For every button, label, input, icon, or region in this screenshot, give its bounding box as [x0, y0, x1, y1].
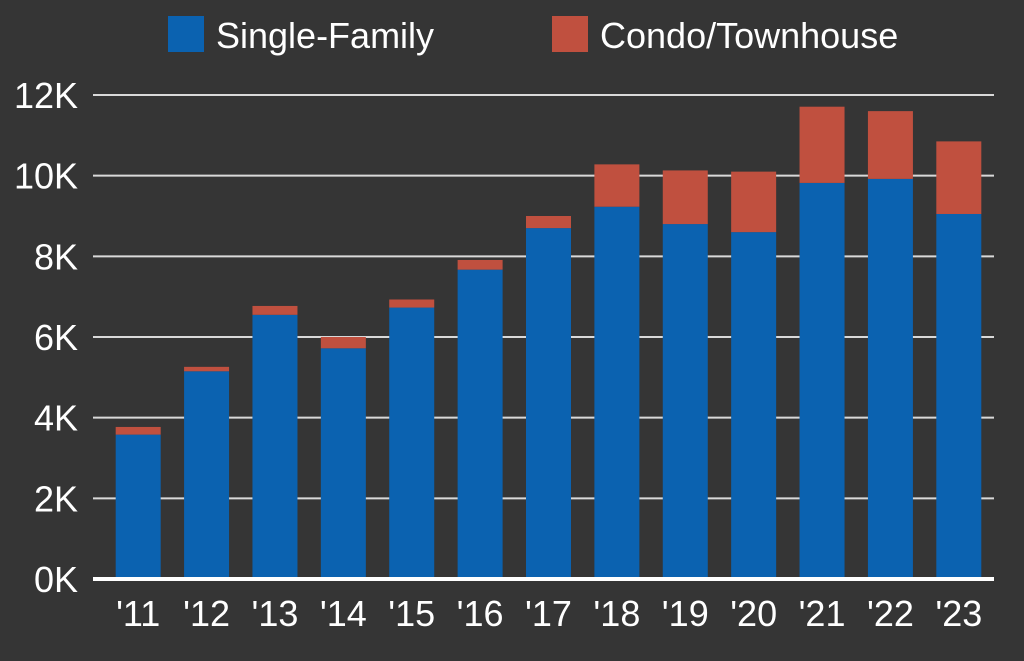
- bar-single-family-4: [389, 307, 435, 579]
- bar-single-family-10: [799, 182, 845, 579]
- bar-condo-townhouse-0: [115, 426, 161, 435]
- y-tick-label: 12K: [14, 75, 78, 116]
- bar-condo-townhouse-6: [526, 216, 571, 229]
- bar-condo-townhouse-12: [936, 141, 982, 214]
- x-tick-label: '14: [320, 593, 367, 634]
- x-tick-label: '16: [457, 593, 504, 634]
- bar-condo-townhouse-2: [252, 305, 298, 315]
- bars: [115, 106, 982, 580]
- bar-condo-townhouse-4: [389, 299, 435, 308]
- y-axis: 0K 2K 4K 6K 8K 10K 12K: [14, 75, 78, 600]
- x-tick-label: '18: [593, 593, 640, 634]
- bar-condo-townhouse-3: [320, 337, 366, 349]
- bar-single-family-9: [731, 232, 777, 579]
- x-tick-label: '20: [730, 593, 777, 634]
- y-tick-label: 2K: [34, 478, 78, 519]
- bar-single-family-1: [184, 371, 230, 579]
- x-tick-label: '12: [183, 593, 230, 634]
- legend: Single-Family Condo/Townhouse: [168, 15, 898, 56]
- bar-single-family-12: [936, 213, 982, 579]
- bar-condo-townhouse-10: [799, 106, 845, 183]
- x-tick-label: '23: [935, 593, 982, 634]
- bar-single-family-6: [526, 228, 571, 579]
- legend-swatch-condo-townhouse: [552, 16, 588, 52]
- y-tick-label: 10K: [14, 156, 78, 197]
- legend-label-single-family: Single-Family: [216, 15, 434, 56]
- y-tick-label: 6K: [34, 317, 78, 358]
- bar-single-family-7: [594, 206, 640, 579]
- bar-condo-townhouse-7: [594, 164, 640, 207]
- legend-swatch-single-family: [168, 16, 204, 52]
- x-tick-label: '13: [252, 593, 299, 634]
- y-tick-label: 0K: [34, 559, 78, 600]
- legend-label-condo-townhouse: Condo/Townhouse: [600, 15, 898, 56]
- bar-single-family-8: [662, 224, 708, 580]
- x-tick-label: '15: [388, 593, 435, 634]
- x-tick-label: '19: [662, 593, 709, 634]
- y-tick-label: 4K: [34, 398, 78, 439]
- x-tick-label: '21: [799, 593, 846, 634]
- bar-condo-townhouse-8: [662, 170, 708, 225]
- x-axis: '11 '12 '13 '14 '15 '16 '17 '18 '19 '20 '21 '22 '23: [93, 577, 994, 634]
- bar-condo-townhouse-11: [867, 111, 913, 179]
- x-tick-label: '11: [116, 593, 160, 634]
- bar-single-family-0: [115, 434, 161, 579]
- bar-single-family-5: [457, 269, 503, 579]
- bar-single-family-11: [867, 178, 913, 580]
- bar-condo-townhouse-5: [457, 259, 503, 270]
- x-tick-label: '17: [525, 593, 572, 634]
- y-tick-label: 8K: [34, 236, 78, 277]
- x-tick-label: '22: [867, 593, 914, 634]
- bar-condo-townhouse-1: [184, 366, 230, 372]
- bar-condo-townhouse-9: [731, 171, 777, 233]
- bar-single-family-3: [320, 348, 366, 579]
- bar-single-family-2: [252, 314, 298, 579]
